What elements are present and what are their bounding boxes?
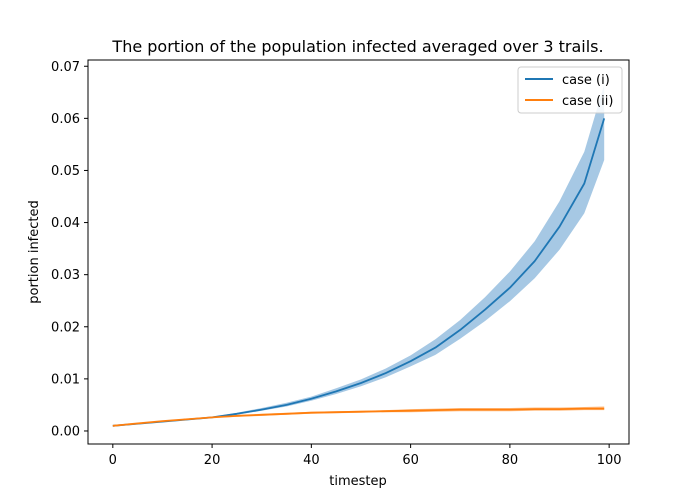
legend-label-case-i: case (i) <box>562 73 610 88</box>
y-tick-label: 0.00 <box>51 424 80 439</box>
series-lines <box>112 118 606 427</box>
y-tick-label: 0.03 <box>51 268 80 283</box>
x-tick-label: 100 <box>597 453 622 468</box>
x-tick-label: 40 <box>303 453 320 468</box>
y-tick-label: 0.06 <box>51 112 80 127</box>
x-axis-ticks: 0 20 40 60 80 100 <box>109 444 622 468</box>
series-line-case-ii <box>112 407 605 427</box>
y-axis-ticks: 0.00 0.01 0.02 0.03 0.04 0.05 0.06 0.07 <box>51 60 88 439</box>
y-tick-label: 0.04 <box>51 216 80 231</box>
legend: case (i) case (ii) <box>517 66 623 114</box>
y-tick-label: 0.05 <box>51 164 80 179</box>
x-tick-label: 80 <box>502 453 519 468</box>
x-tick-label: 60 <box>402 453 419 468</box>
legend-label-case-ii: case (ii) <box>562 94 613 109</box>
x-tick-label: 20 <box>204 453 221 468</box>
x-tick-label: 0 <box>109 453 117 468</box>
y-tick-label: 0.01 <box>51 372 80 387</box>
y-axis-title: portion infected <box>27 200 42 304</box>
y-tick-label: 0.07 <box>51 60 80 75</box>
chart-title: The portion of the population infected a… <box>111 37 603 56</box>
x-axis-title: timestep <box>329 474 387 489</box>
plot-frame <box>87 59 630 445</box>
series-line-case-i <box>112 118 606 427</box>
y-tick-label: 0.02 <box>51 320 80 335</box>
